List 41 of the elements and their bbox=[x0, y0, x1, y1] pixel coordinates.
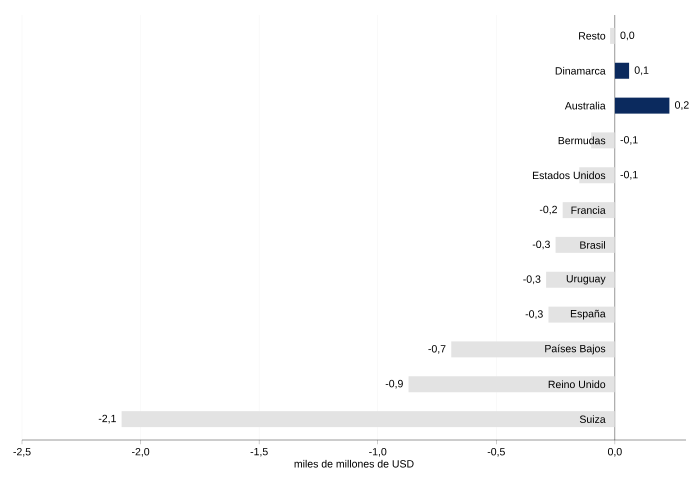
y-tick-label: Uruguay bbox=[566, 275, 606, 284]
bar bbox=[614, 62, 630, 79]
data-label: 0,1 bbox=[634, 66, 648, 76]
y-tick-label: Estados Unidos bbox=[532, 171, 606, 180]
x-tick-label: -0,5 bbox=[488, 448, 505, 457]
bar bbox=[408, 376, 615, 392]
bar bbox=[122, 411, 615, 428]
bar bbox=[548, 306, 615, 323]
data-label: -0,3 bbox=[523, 275, 540, 284]
y-tick-label: Bermudas bbox=[558, 136, 606, 144]
bar bbox=[610, 28, 615, 44]
bar bbox=[451, 341, 615, 358]
data-label: -0,3 bbox=[532, 240, 550, 250]
data-label: -0,1 bbox=[620, 170, 638, 180]
y-tick-label: Reino Unido bbox=[548, 380, 606, 388]
y-tick-label: Países Bajos bbox=[545, 344, 606, 354]
x-tick-label: -1,0 bbox=[369, 448, 386, 457]
y-tick-label: Brasil bbox=[580, 241, 605, 249]
data-label: -0,7 bbox=[428, 345, 446, 354]
x-tick-label: -2,5 bbox=[13, 448, 31, 457]
bar bbox=[614, 98, 670, 114]
data-label: -2,1 bbox=[98, 414, 116, 424]
x-tick-label: -1,5 bbox=[250, 448, 268, 457]
y-tick-label: Australia bbox=[564, 102, 606, 110]
x-axis-title: miles de millones de USD bbox=[294, 460, 414, 468]
data-label: -0,1 bbox=[620, 136, 638, 145]
data-label: 0,2 bbox=[675, 101, 689, 110]
data-label: -0,2 bbox=[540, 206, 557, 214]
data-label: -0,9 bbox=[386, 380, 403, 389]
y-tick-label: España bbox=[570, 310, 606, 320]
bar bbox=[546, 272, 615, 288]
x-tick-label: -2,0 bbox=[132, 448, 150, 457]
y-tick-label: Francia bbox=[572, 206, 606, 214]
x-tick-label: 0,0 bbox=[608, 448, 622, 457]
bar bbox=[556, 236, 615, 253]
y-tick-label: Resto bbox=[579, 32, 606, 40]
data-label: 0,0 bbox=[620, 32, 634, 40]
y-tick-label: Suiza bbox=[580, 415, 606, 423]
data-label: -0,3 bbox=[526, 310, 543, 319]
y-tick-label: Dinamarca bbox=[556, 66, 606, 75]
bar bbox=[562, 202, 615, 218]
